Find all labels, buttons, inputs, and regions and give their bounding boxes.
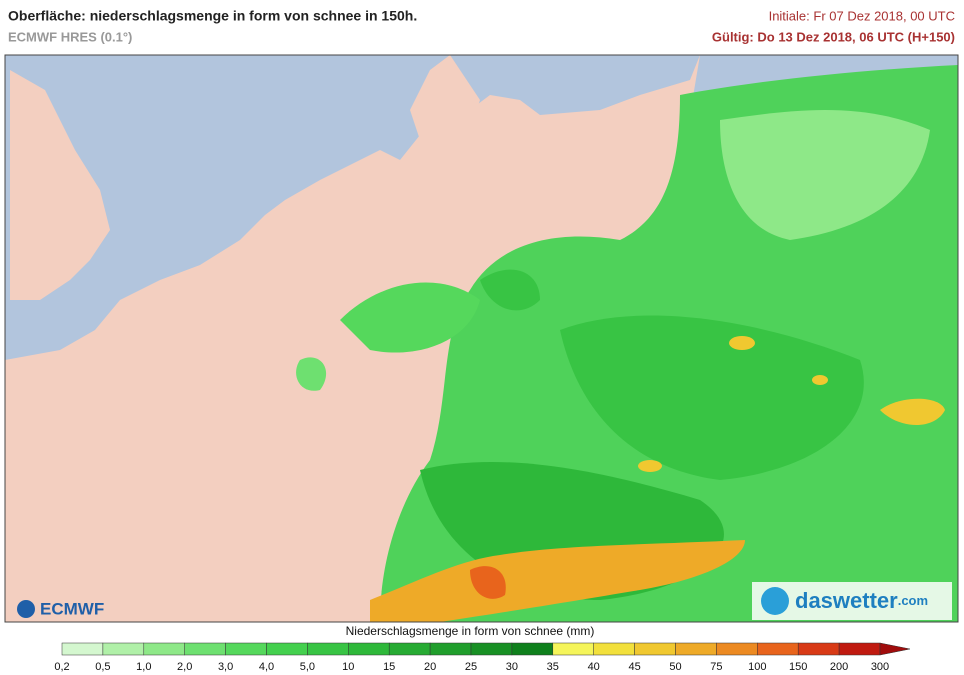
legend-tick-label: 30 (506, 661, 518, 673)
legend-tick-label: 100 (748, 661, 766, 673)
legend-tick-label: 0,5 (95, 661, 110, 673)
legend-tick-label: 5,0 (300, 661, 315, 673)
legend-tick-label: 40 (588, 661, 600, 673)
domain: .com (898, 593, 928, 608)
legend-tick-label: 50 (669, 661, 681, 673)
legend-tick-label: 4,0 (259, 661, 274, 673)
brand-label: daswetter.com (795, 588, 928, 613)
legend-tick-label: 25 (465, 661, 477, 673)
legend-tick-label: 75 (710, 661, 722, 673)
legend-swatch (102, 642, 145, 656)
legend-tick-label: 1,0 (136, 661, 151, 673)
legend-tick-label: 10 (342, 661, 354, 673)
valid-time: Gültig: Do 13 Dez 2018, 06 UTC (H+150) (712, 29, 955, 44)
legend-tick-label: 0,2 (54, 661, 69, 673)
legend-swatch (511, 642, 554, 656)
legend-tick-label: 20 (424, 661, 436, 673)
legend-swatch (266, 642, 308, 656)
legend-tick-label: 45 (628, 661, 640, 673)
legend-swatch (757, 642, 799, 656)
daswetter-logo: daswetter.com (752, 582, 952, 620)
map (4, 54, 959, 623)
legend-swatch (634, 642, 676, 656)
model: ECMWF HRES (0.1°) (8, 29, 132, 44)
legend-tick-label: 35 (547, 661, 559, 673)
legend-swatch (838, 642, 881, 656)
legend-swatch (716, 642, 758, 656)
brand: daswetter (795, 588, 898, 613)
legend-swatch (675, 642, 717, 656)
legend-tick-label: 300 (871, 661, 889, 673)
legend-swatch (797, 642, 840, 656)
legend-tick-label: 2,0 (177, 661, 192, 673)
legend-swatch (429, 642, 472, 656)
legend-swatch (348, 642, 390, 656)
legend-swatch (61, 642, 104, 656)
legend-swatch (470, 642, 513, 656)
legend-tick-label: 150 (789, 661, 807, 673)
legend: Niederschlagsmenge in form von schnee (m… (54, 624, 911, 673)
legend-tick-label: 15 (383, 661, 395, 673)
legend-swatch (552, 642, 594, 656)
legend-arrow (879, 642, 911, 656)
legend-swatch (143, 642, 185, 656)
legend-swatch (184, 642, 226, 656)
legend-tick-label: 3,0 (218, 661, 233, 673)
legend-swatch (388, 642, 431, 656)
ecmwf-logo: ECMWF (17, 599, 104, 618)
legend-swatch (225, 642, 267, 656)
legend-title: Niederschlagsmenge in form von schnee (m… (346, 624, 595, 638)
legend-swatch (593, 642, 635, 656)
legend-swatch (307, 642, 349, 656)
init-time: Initiale: Fr 07 Dez 2018, 00 UTC (769, 8, 955, 23)
ecmwf-label: ECMWF (40, 599, 104, 618)
legend-tick-label: 200 (830, 661, 848, 673)
title: Oberfläche: niederschlagsmenge in form v… (8, 8, 417, 24)
